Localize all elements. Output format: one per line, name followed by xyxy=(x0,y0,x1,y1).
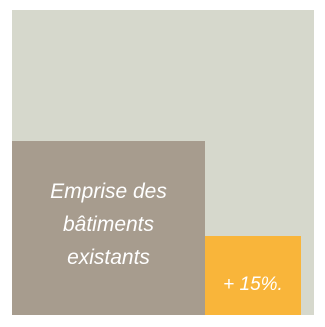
existing-footprint-label-line: bâtiments xyxy=(62,212,155,236)
existing-footprint-label-line: existants xyxy=(67,245,150,269)
existing-footprint-label-line: Emprise des xyxy=(50,179,167,203)
extension-label: + 15%. xyxy=(223,273,283,295)
existing-footprint-label: Emprise des bâtiments existants xyxy=(24,175,194,274)
existing-footprint-block: Emprise des bâtiments existants xyxy=(12,141,205,315)
extension-block: + 15%. xyxy=(205,236,301,315)
